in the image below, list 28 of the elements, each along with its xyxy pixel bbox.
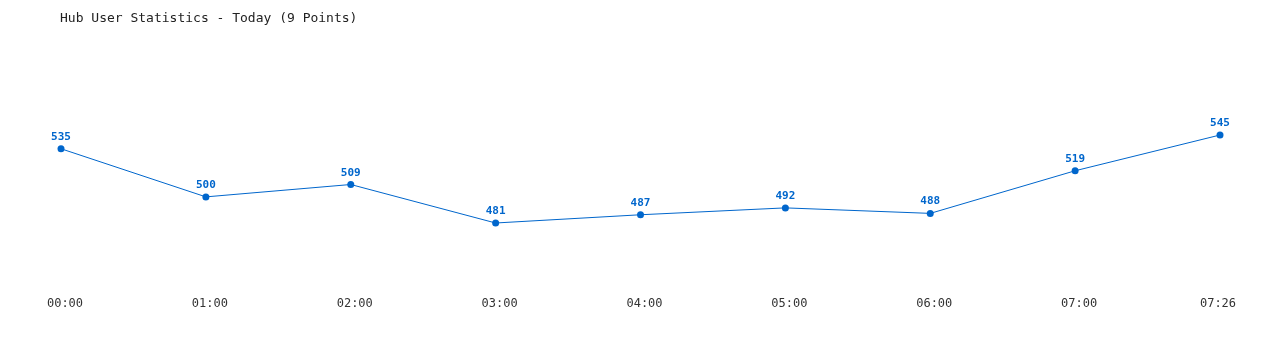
point — [1216, 131, 1224, 139]
point — [202, 193, 210, 201]
chart-title: Hub User Statistics - Today (9 Points) — [60, 10, 358, 25]
data-label: 519 — [1065, 151, 1086, 165]
x-tick-label: 07:00 — [1061, 296, 1098, 310]
data-label: 488 — [920, 194, 941, 208]
x-tick-label: 03:00 — [481, 296, 518, 310]
data-label: 500 — [195, 177, 216, 191]
data-label: 492 — [775, 188, 796, 202]
x-tick-label: 06:00 — [916, 296, 953, 310]
data-label: 487 — [630, 195, 651, 209]
point — [1071, 167, 1079, 175]
data-label: 509 — [340, 165, 361, 179]
x-tick-label: 00:00 — [46, 296, 84, 310]
data-label: 535 — [51, 129, 71, 143]
x-tick-label: 01:00 — [191, 296, 228, 310]
data-label: 481 — [485, 204, 506, 217]
point — [57, 145, 65, 153]
point — [926, 209, 934, 217]
point — [637, 211, 644, 219]
x-tick-label: 07:26 — [1199, 296, 1237, 310]
x-tick-label: 05:00 — [771, 296, 808, 310]
x-tick-label: 04:00 — [626, 296, 663, 310]
x-tick-label: 02:00 — [336, 296, 373, 310]
point — [492, 219, 500, 227]
data-label: 545 — [1210, 116, 1230, 129]
point — [781, 204, 789, 212]
point — [347, 181, 355, 188]
